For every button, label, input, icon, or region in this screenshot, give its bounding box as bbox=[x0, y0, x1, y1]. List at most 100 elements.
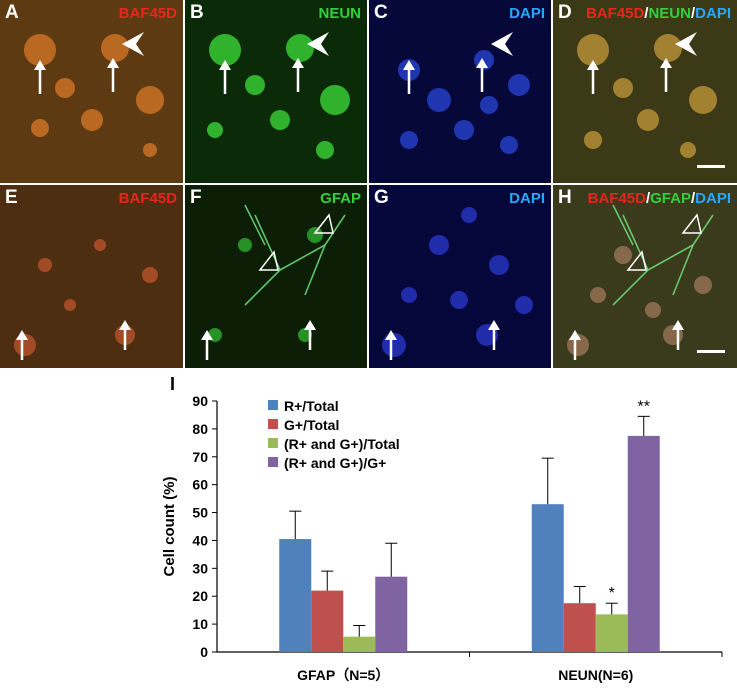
cell-body bbox=[480, 96, 498, 114]
open-triangle-marker bbox=[258, 250, 279, 271]
cell-body bbox=[298, 328, 312, 342]
scale-bar bbox=[697, 350, 725, 353]
arrow-marker bbox=[385, 330, 397, 360]
micrograph-e bbox=[0, 185, 183, 368]
glial-process bbox=[244, 204, 266, 246]
y-tick-label: 80 bbox=[192, 421, 208, 437]
y-axis-label: Cell count (%) bbox=[161, 476, 178, 576]
stain-label: GFAP bbox=[320, 190, 361, 207]
arrow-head bbox=[403, 60, 415, 70]
cell-body bbox=[590, 287, 606, 303]
arrow-head bbox=[488, 320, 500, 330]
y-tick-label: 0 bbox=[200, 644, 208, 660]
y-tick-label: 60 bbox=[192, 477, 208, 493]
legend-swatch bbox=[268, 400, 278, 410]
arrow-head bbox=[219, 60, 231, 70]
cell-body bbox=[270, 110, 290, 130]
cell-body bbox=[450, 291, 468, 309]
stain-label-part: BAF45D bbox=[118, 190, 177, 207]
arrow-head bbox=[304, 320, 316, 330]
glial-process bbox=[244, 269, 281, 306]
cell-body bbox=[400, 131, 418, 149]
arrow-marker bbox=[488, 320, 500, 350]
stain-label-part: GFAP bbox=[320, 190, 361, 207]
cell-body bbox=[489, 255, 509, 275]
panel-e: E BAF45D bbox=[0, 185, 183, 368]
stain-label-part: BAF45D bbox=[118, 5, 177, 22]
legend: R+/Total G+/Total (R+ and G+)/Total (R+ and… bbox=[268, 398, 400, 471]
arrow-head bbox=[292, 58, 304, 68]
panel-letter: H bbox=[558, 187, 572, 208]
cell-body bbox=[31, 119, 49, 137]
arrow-head bbox=[587, 60, 599, 70]
arrow-head bbox=[385, 330, 397, 340]
stain-label-part: DAPI bbox=[695, 5, 731, 22]
panel-letter: E bbox=[5, 187, 18, 208]
micrograph-b bbox=[185, 0, 367, 183]
panel-c: C DAPI bbox=[369, 0, 551, 183]
arrow-head bbox=[16, 330, 28, 340]
panel-letter: C bbox=[374, 2, 388, 23]
panel-letter: G bbox=[374, 187, 389, 208]
cell-body bbox=[64, 299, 76, 311]
x-tick-label: GFAP（N=5） bbox=[297, 667, 389, 683]
cell-body bbox=[401, 287, 417, 303]
y-tick-label: 70 bbox=[192, 449, 208, 465]
arrowhead-marker bbox=[307, 32, 329, 56]
cell-body bbox=[454, 120, 474, 140]
cell-body bbox=[316, 141, 334, 159]
cell-body bbox=[143, 143, 157, 157]
arrow-head bbox=[119, 320, 131, 330]
panel-letter: D bbox=[558, 2, 572, 23]
glial-process bbox=[672, 244, 694, 296]
cell-body bbox=[209, 34, 241, 66]
cell-body bbox=[427, 88, 451, 112]
bar bbox=[375, 576, 408, 652]
panel-g: G DAPI bbox=[369, 185, 551, 368]
stain-label-part: NEUN bbox=[318, 5, 361, 22]
arrow-marker bbox=[16, 330, 28, 360]
stain-label-part: / bbox=[690, 190, 696, 207]
micrograph-h bbox=[553, 185, 737, 368]
legend-entry: G+/Total bbox=[284, 417, 339, 433]
cell-body bbox=[508, 74, 530, 96]
cell-body bbox=[142, 267, 158, 283]
stain-label: BAF45D/NEUN/DAPI bbox=[586, 5, 731, 22]
cell-body bbox=[654, 34, 682, 62]
micrograph-g bbox=[369, 185, 551, 368]
chart-panel-letter: I bbox=[170, 374, 175, 394]
cell-body bbox=[680, 142, 696, 158]
cell-body bbox=[577, 34, 609, 66]
y-tick-label: 10 bbox=[192, 616, 208, 632]
stain-label: BAF45D bbox=[119, 190, 177, 207]
micrograph-d bbox=[553, 0, 737, 183]
stain-label-part: NEUN bbox=[648, 5, 691, 22]
cell-body bbox=[81, 109, 103, 131]
bar bbox=[595, 614, 628, 652]
arrow-head bbox=[107, 58, 119, 68]
cell-body bbox=[645, 302, 661, 318]
cell-body bbox=[461, 207, 477, 223]
panel-letter: F bbox=[190, 187, 202, 208]
cell-body bbox=[689, 86, 717, 114]
glial-process bbox=[612, 204, 634, 246]
scale-bar bbox=[697, 165, 725, 168]
arrow-marker bbox=[201, 330, 213, 360]
arrow-head bbox=[569, 330, 581, 340]
bar bbox=[343, 636, 376, 652]
stain-label: NEUN bbox=[318, 5, 361, 22]
legend-entry: (R+ and G+)/Total bbox=[284, 436, 400, 452]
glial-process bbox=[304, 244, 326, 296]
legend-entry: (R+ and G+)/G+ bbox=[284, 455, 386, 471]
arrow-marker bbox=[403, 60, 415, 94]
cell-body bbox=[207, 122, 223, 138]
arrow-head bbox=[660, 58, 672, 68]
cell-body bbox=[637, 109, 659, 131]
micrograph-a bbox=[0, 0, 183, 183]
arrowhead-marker bbox=[122, 32, 144, 56]
cell-body bbox=[694, 276, 712, 294]
micrograph-c bbox=[369, 0, 551, 183]
stain-label: DAPI bbox=[509, 5, 545, 22]
arrow-marker bbox=[304, 320, 316, 350]
panel-a: A BAF45D bbox=[0, 0, 183, 183]
